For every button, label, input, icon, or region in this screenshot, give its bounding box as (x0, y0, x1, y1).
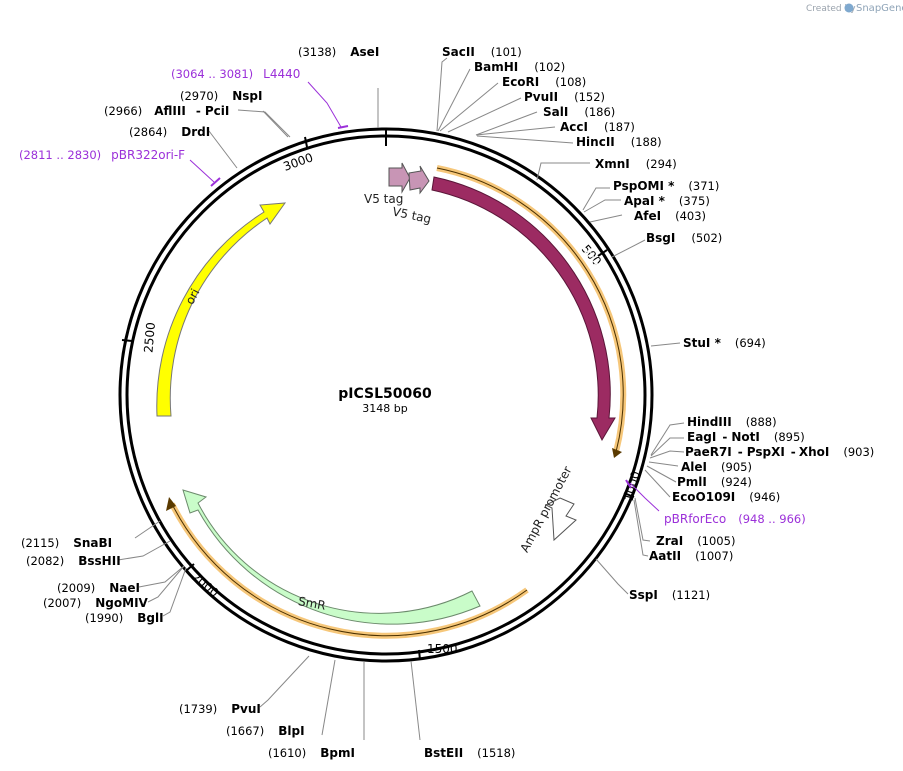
site-leaders (117, 57, 685, 741)
site-pvuii[interactable]: PvuII (152) (524, 90, 605, 104)
site-bsgi[interactable]: BsgI (502) (646, 231, 722, 245)
site-ecori[interactable]: EcoRI (108) (502, 75, 586, 89)
label-ori: ori (183, 286, 203, 306)
orf-band-miniturbo (436, 165, 627, 453)
tick-2000: 2000 (189, 570, 221, 600)
site-alei[interactable]: AleI (905) (681, 460, 752, 474)
feature-ampr-promoter[interactable] (544, 497, 577, 542)
tick-2500: 2500 (141, 322, 158, 354)
feature-v5-tag-2[interactable] (408, 165, 430, 195)
orf-line-smr (171, 503, 528, 637)
site-afliii-pcii[interactable]: (2966) AflIII - PciI (104, 104, 229, 118)
site-pvui[interactable]: (1739) PvuI (179, 702, 261, 716)
site-eagi-noti[interactable]: EagI - NotI (895) (687, 430, 805, 444)
primer-marks (210, 125, 632, 489)
site-bamhi[interactable]: BamHI (102) (474, 60, 565, 74)
label-smr: SmR (297, 594, 327, 613)
primer-pbrforeco[interactable]: pBRforEco (948 .. 966) (664, 512, 806, 526)
site-bgli[interactable]: (1990) BglI (85, 611, 164, 625)
primer-leaders (189, 81, 660, 512)
feature-v5-tag-1[interactable] (388, 162, 411, 194)
tick-marks (121, 128, 635, 661)
feature-smr[interactable] (182, 489, 481, 625)
site-naei[interactable]: (2009) NaeI (57, 581, 140, 595)
credit-brand: SnapGene (856, 3, 903, 14)
site-drdi[interactable]: (2864) DrdI (129, 125, 210, 139)
primer-pbr322ori-f[interactable]: (2811 .. 2830) pBR322ori-F (19, 148, 185, 162)
site-blpi[interactable]: (1667) BlpI (226, 724, 305, 738)
site-sspi[interactable]: SspI (1121) (629, 588, 710, 602)
site-paer7i-pspxi-xhoi[interactable]: PaeR7I - PspXI - XhoI (903) (685, 445, 874, 459)
primer-l4440[interactable]: (3064 .. 3081) L4440 (171, 67, 300, 81)
primer-labels: (3064 .. 3081) L4440 (2811 .. 2830) pBR322… (19, 67, 806, 526)
site-bsteii[interactable]: BstEII (1518) (424, 746, 515, 760)
site-pmli[interactable]: PmlI (924) (677, 475, 752, 489)
site-bsshii[interactable]: (2082) BssHII (26, 554, 121, 568)
site-afei[interactable]: AfeI (403) (634, 209, 706, 223)
orf-arrow-smr (166, 497, 176, 511)
site-acci[interactable]: AccI (187) (560, 120, 635, 134)
tick-3000: 3000 (281, 150, 314, 174)
site-hindiii[interactable]: HindIII (888) (687, 415, 777, 429)
site-stui[interactable]: StuI * (694) (683, 336, 766, 350)
feature-miniturbo[interactable] (431, 176, 616, 442)
site-nspi[interactable]: (2970) NspI (180, 89, 263, 103)
site-bpmi[interactable]: (1610) BpmI (268, 746, 355, 760)
label-v5-tag-2: V5 tag (391, 204, 432, 226)
site-ngomiv[interactable]: (2007) NgoMIV (43, 596, 149, 610)
site-xmni[interactable]: XmnI (294) (595, 157, 677, 171)
site-sali[interactable]: SalI (186) (543, 105, 615, 119)
site-apai[interactable]: ApaI * (375) (624, 194, 710, 208)
label-v5-tag-1: V5 tag (364, 192, 403, 206)
feature-ori[interactable] (156, 202, 287, 417)
plasmid-size: 3148 bp (362, 402, 407, 415)
plasmid-name: pICSL50060 (338, 386, 432, 402)
orf-arrow-miniturbo (612, 448, 622, 458)
site-snabi[interactable]: (2115) SnaBI (21, 536, 112, 550)
site-pspomi[interactable]: PspOMI * (371) (613, 179, 719, 193)
tick-1500: 1500 (427, 642, 458, 656)
site-aatii[interactable]: AatII (1007) (649, 549, 733, 563)
site-sacii[interactable]: SacII (101) (442, 45, 522, 59)
snapgene-logo-icon (844, 3, 854, 13)
tick-1000: 1000 (622, 470, 643, 503)
credit-prefix: Created by (806, 4, 856, 14)
site-labels: (3138) AseI SacII (101) BamHI (102) EcoRI (1… (21, 45, 874, 760)
site-hincii[interactable]: HincII (188) (576, 135, 662, 149)
site-zrai[interactable]: ZraI (1005) (656, 534, 735, 548)
site-asei[interactable]: (3138) AseI (298, 45, 379, 59)
orf-line-miniturbo (436, 167, 624, 453)
site-ecoo109i[interactable]: EcoO109I (946) (672, 490, 780, 504)
